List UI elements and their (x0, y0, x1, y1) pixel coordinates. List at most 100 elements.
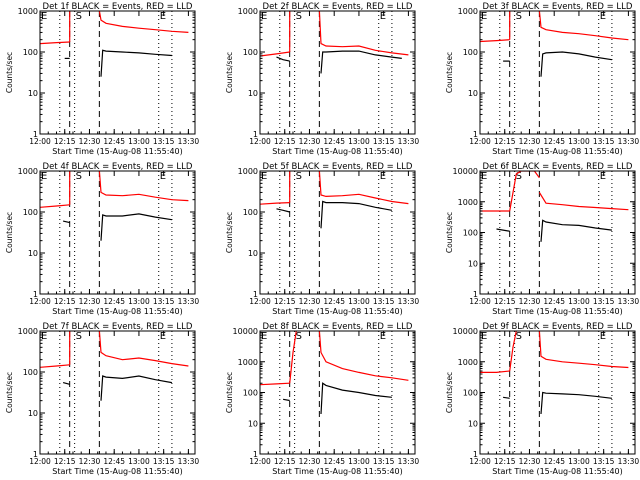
marker-label: S (516, 11, 522, 22)
lld-series-line (40, 204, 70, 208)
x-tick-label: 12:45 (103, 297, 125, 306)
events-series-line (282, 398, 290, 402)
x-tick-label: 12:00 (29, 457, 51, 466)
x-tick-label: 13:15 (593, 137, 615, 146)
events-series-line (100, 375, 173, 401)
events-series-line (320, 382, 392, 415)
y-tick-label: 1000 (238, 358, 258, 367)
marker-label: S (296, 171, 302, 182)
y-tick-label: 100 (243, 48, 258, 57)
x-tick-label: 13:30 (618, 457, 640, 466)
marker-label: E (160, 171, 166, 182)
y-tick-label: 100 (23, 208, 38, 217)
x-axis-label: Start Time (15-Aug-08 11:55:40) (52, 147, 183, 156)
x-tick-label: 13:00 (348, 137, 370, 146)
y-axis-label: Counts/sec (5, 372, 14, 413)
events-series-line (540, 219, 612, 242)
y-tick-label: 10 (248, 89, 258, 98)
x-tick-label: 12:45 (543, 137, 565, 146)
panel-title: Det 9f BLACK = Events, RED = LLD (483, 322, 633, 332)
y-tick-label: 10 (468, 259, 478, 268)
events-series-line (320, 200, 393, 229)
y-tick-label: 100 (243, 389, 258, 398)
x-tick-label: 12:00 (249, 457, 271, 466)
x-tick-label: 12:15 (274, 137, 296, 146)
x-tick-label: 13:30 (178, 137, 200, 146)
y-tick-label: 10 (248, 249, 258, 258)
x-tick-label: 13:15 (153, 457, 175, 466)
y-tick-label: 1000 (458, 7, 478, 16)
x-tick-label: 12:15 (494, 457, 516, 466)
y-axis-label: Counts/sec (225, 372, 234, 413)
marker-label: E (481, 11, 487, 22)
events-series-line (540, 391, 612, 415)
events-series-line (62, 382, 70, 385)
marker-label: S (296, 331, 302, 342)
y-tick-label: 1000 (18, 7, 38, 16)
plot-frame (39, 170, 196, 295)
y-tick-label: 10 (28, 409, 38, 418)
lld-series-line (538, 192, 629, 211)
plot-frame (39, 10, 196, 135)
panel-title: Det 8f BLACK = Events, RED = LLD (263, 322, 413, 332)
x-tick-label: 13:15 (373, 297, 395, 306)
x-tick-label: 12:00 (469, 297, 491, 306)
events-series-line (100, 49, 172, 77)
marker-label: E (600, 11, 606, 22)
plot-frame (479, 10, 636, 135)
y-tick-label: 100 (23, 368, 38, 377)
x-axis-label: Start Time (15-Aug-08 11:55:40) (272, 147, 403, 156)
y-tick-label: 10 (28, 249, 38, 258)
y-tick-label: 1000 (458, 358, 478, 367)
lld-series-line (260, 51, 290, 57)
x-tick-label: 13:00 (568, 297, 590, 306)
events-series-line (62, 220, 70, 224)
x-tick-label: 12:45 (543, 297, 565, 306)
lld-series-line (318, 331, 409, 381)
x-tick-label: 12:15 (494, 137, 516, 146)
y-axis-label: Counts/sec (225, 52, 234, 93)
marker-label: E (600, 171, 606, 182)
lld-series-line (509, 331, 517, 372)
marker-label: S (76, 331, 82, 342)
y-tick-label: 1 (33, 130, 38, 139)
y-tick-label: 10000 (453, 327, 478, 336)
x-tick-label: 13:15 (373, 137, 395, 146)
panel-title: Det 5f BLACK = Events, RED = LLD (263, 162, 413, 172)
x-tick-label: 12:45 (543, 457, 565, 466)
lld-series-line (260, 382, 290, 386)
x-tick-label: 12:30 (519, 457, 541, 466)
marker-label: S (76, 171, 82, 182)
panel-title: Det 4f BLACK = Events, RED = LLD (43, 162, 193, 172)
marker-label: E (600, 331, 606, 342)
events-series-line (276, 208, 290, 213)
x-tick-label: 12:30 (299, 457, 321, 466)
y-tick-label: 10000 (453, 167, 478, 176)
y-tick-label: 1000 (18, 327, 38, 336)
x-tick-label: 12:15 (494, 297, 516, 306)
events-series-line (100, 213, 172, 241)
x-tick-label: 12:15 (54, 137, 76, 146)
marker-label: S (296, 11, 302, 22)
x-tick-label: 12:15 (54, 457, 76, 466)
marker-label: E (41, 331, 47, 342)
x-tick-label: 13:00 (568, 137, 590, 146)
lld-series-line (538, 11, 629, 41)
y-tick-label: 10 (248, 419, 258, 428)
x-tick-label: 13:15 (373, 457, 395, 466)
y-tick-label: 10 (468, 89, 478, 98)
marker-label: S (516, 171, 522, 182)
x-tick-label: 13:15 (593, 457, 615, 466)
marker-label: E (481, 171, 487, 182)
lld-series-line (318, 171, 409, 205)
x-tick-label: 12:30 (79, 297, 101, 306)
events-series-line (503, 396, 510, 399)
x-axis-label: Start Time (15-Aug-08 11:55:40) (272, 467, 403, 476)
x-axis-label: Start Time (15-Aug-08 11:55:40) (492, 307, 623, 316)
